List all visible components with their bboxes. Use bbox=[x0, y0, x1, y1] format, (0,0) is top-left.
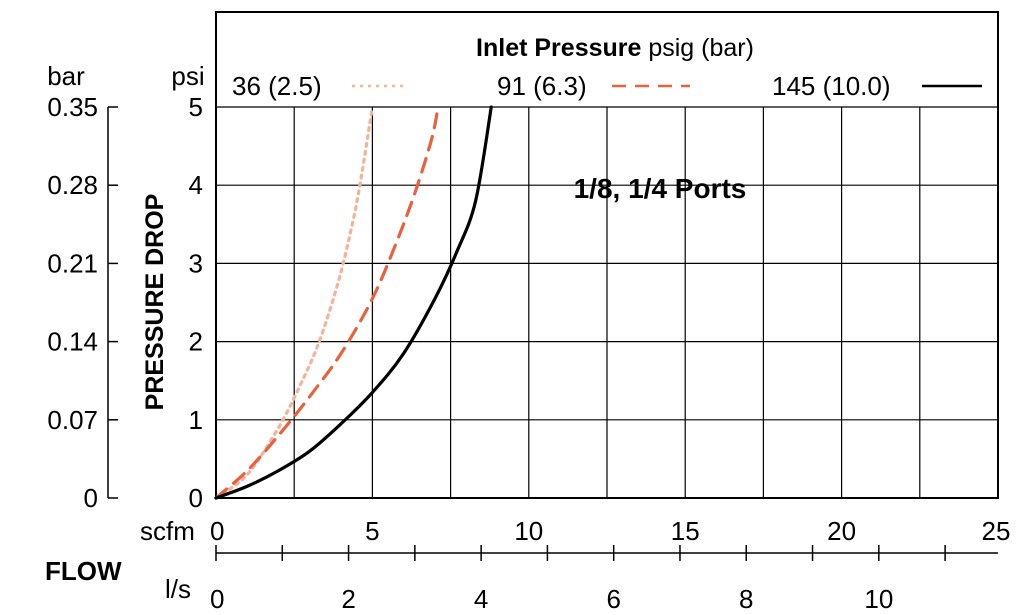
scfm-tick-label: 5 bbox=[365, 516, 379, 546]
psi-tick-label: 4 bbox=[189, 170, 203, 200]
scfm-axis-ticks: 0 5 10 15 20 25 bbox=[210, 516, 1010, 546]
ls-axis-ticks: 0 2 4 6 8 10 bbox=[210, 545, 946, 614]
series-group bbox=[214, 105, 493, 500]
ls-unit-label: l/s bbox=[165, 574, 191, 604]
scfm-tick-label: 25 bbox=[982, 516, 1011, 546]
bar-tick-label: 0.35 bbox=[47, 92, 98, 122]
ls-tick-label: 6 bbox=[606, 584, 620, 614]
ls-tick-label: 10 bbox=[864, 584, 893, 614]
bar-axis-ticks: 0 0.07 0.14 0.21 0.28 0.35 bbox=[47, 92, 118, 513]
bar-tick-label: 0.28 bbox=[47, 170, 98, 200]
psi-axis-ticks: 0 1 2 3 4 5 bbox=[189, 92, 203, 513]
ports-annotation: 1/8, 1/4 Ports bbox=[574, 173, 747, 204]
x-axis-title: FLOW bbox=[45, 556, 122, 586]
legend-title-rest: psig (bar) bbox=[641, 34, 754, 62]
legend-title: Inlet Pressure psig (bar) bbox=[476, 34, 754, 62]
ls-tick-label: 8 bbox=[739, 584, 753, 614]
legend-label-145: 145 (10.0) bbox=[772, 71, 891, 101]
ls-tick-label: 4 bbox=[474, 584, 488, 614]
psi-tick-label: 5 bbox=[189, 92, 203, 122]
bar-unit-label: bar bbox=[47, 61, 85, 91]
scfm-tick-label: 15 bbox=[671, 516, 700, 546]
bar-tick-label: 0 bbox=[84, 483, 98, 513]
psi-tick-label: 0 bbox=[189, 483, 203, 513]
bar-tick-label: 0.14 bbox=[47, 327, 98, 357]
scfm-unit-label: scfm bbox=[140, 516, 195, 546]
scfm-tick-label: 0 bbox=[210, 516, 224, 546]
psi-tick-label: 3 bbox=[189, 248, 203, 278]
bar-tick-label: 0.21 bbox=[47, 248, 98, 278]
legend-label-36: 36 (2.5) bbox=[232, 71, 322, 101]
ls-tick-label: 2 bbox=[341, 584, 355, 614]
scfm-tick-label: 20 bbox=[827, 516, 856, 546]
scfm-tick-label: 10 bbox=[514, 516, 543, 546]
psi-unit-label: psi bbox=[171, 61, 204, 91]
ls-tick-label: 0 bbox=[210, 584, 224, 614]
y-axis-title: PRESSURE DROP bbox=[141, 194, 169, 411]
legend-title-bold: Inlet Pressure bbox=[476, 34, 641, 62]
legend-label-91: 91 (6.3) bbox=[497, 71, 587, 101]
series-line bbox=[214, 105, 440, 500]
psi-tick-label: 1 bbox=[189, 405, 203, 435]
series-line bbox=[214, 105, 493, 500]
psi-tick-label: 2 bbox=[189, 327, 203, 357]
bar-tick-label: 0.07 bbox=[47, 405, 98, 435]
